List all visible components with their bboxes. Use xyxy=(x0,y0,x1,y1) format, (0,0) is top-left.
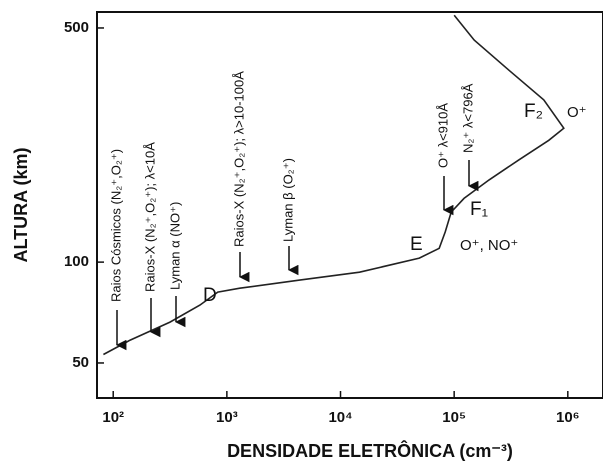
annotation: Lyman β (O₂⁺) xyxy=(280,158,295,242)
y-axis-label: ALTURA (km) xyxy=(11,148,31,263)
annotation: O⁺ λ<910Å xyxy=(435,103,450,168)
annotation: Lyman α (NO⁺) xyxy=(167,202,182,290)
x-tick-label: 10³ xyxy=(216,409,238,426)
region-label: O⁺, NO⁺ xyxy=(460,237,518,254)
profile-line xyxy=(103,14,565,356)
region-label: O⁺ xyxy=(567,104,587,121)
x-tick-label: 10⁶ xyxy=(556,409,580,426)
region-label: F₂ xyxy=(524,101,543,122)
annotation: Raios-X (N₂⁺,O₂⁺); λ>10-100Å xyxy=(231,71,246,247)
x-tick-label: 10⁵ xyxy=(442,409,466,426)
y-tick-label: 100 xyxy=(64,253,89,270)
x-tick-label: 10⁴ xyxy=(328,409,352,426)
y-tick-label: 500 xyxy=(64,19,89,36)
x-tick-label: 10² xyxy=(102,409,124,426)
annotation: Raios-X (N₂⁺,O₂⁺); λ<10Å xyxy=(142,142,157,292)
annotation: Raios Cósmicos (N₂⁺,O₂⁺) xyxy=(108,149,123,302)
y-tick-label: 50 xyxy=(72,354,89,371)
region-label: E xyxy=(410,234,423,255)
annotation: N₂⁺ λ<796Å xyxy=(460,83,475,153)
x-axis-label: DENSIDADE ELETRÔNICA (cm⁻³) xyxy=(227,440,513,461)
region-label: D xyxy=(203,285,217,306)
region-label: F₁ xyxy=(470,199,488,220)
plot-frame xyxy=(96,11,603,399)
